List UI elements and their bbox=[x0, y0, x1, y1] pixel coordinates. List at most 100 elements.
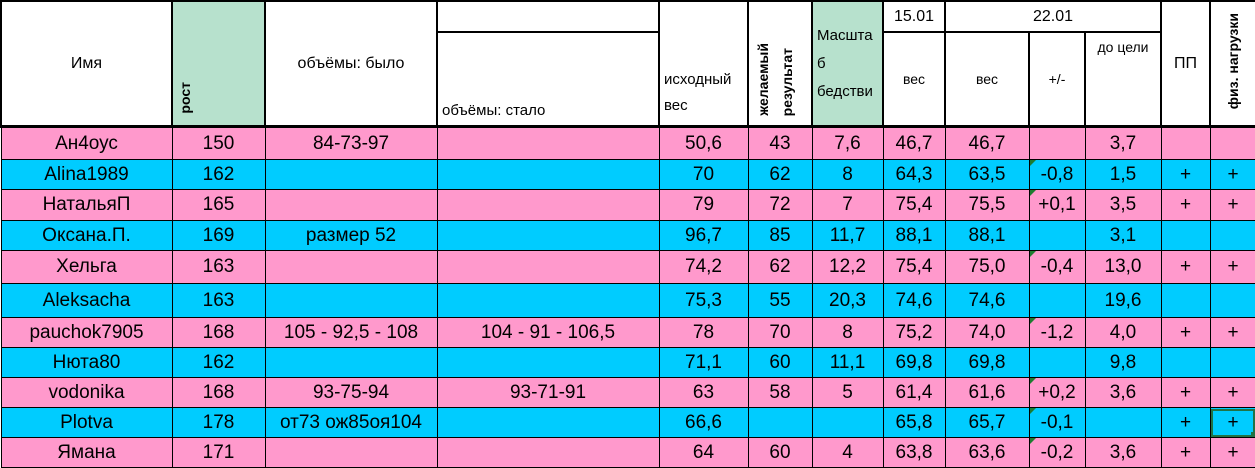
cell-ex[interactable]: + bbox=[1209, 317, 1255, 348]
cell-ex[interactable] bbox=[1209, 220, 1255, 251]
cell-goal[interactable]: 3,5 bbox=[1084, 189, 1162, 221]
header-desired-result[interactable]: желаемый результат bbox=[747, 0, 813, 128]
cell-name[interactable]: Ан4оус bbox=[0, 126, 173, 160]
cell-before[interactable] bbox=[264, 283, 438, 318]
cell-w1[interactable]: 69,8 bbox=[882, 347, 946, 378]
cell-scale[interactable]: 5 bbox=[811, 377, 884, 408]
header-initial-weight[interactable]: исходный вес bbox=[658, 0, 749, 128]
header-to-goal[interactable]: до цели bbox=[1084, 31, 1162, 128]
cell-w1[interactable]: 61,4 bbox=[882, 377, 946, 408]
cell-w2[interactable]: 75,5 bbox=[944, 189, 1030, 221]
cell-after[interactable] bbox=[436, 189, 660, 221]
cell-ex[interactable]: + bbox=[1209, 159, 1255, 190]
header-weight-2[interactable]: вес bbox=[944, 31, 1030, 128]
cell-diff[interactable]: -0,1 bbox=[1028, 407, 1086, 438]
cell-pp[interactable]: + bbox=[1160, 189, 1211, 221]
cell-height[interactable]: 165 bbox=[171, 189, 266, 221]
cell-goal[interactable]: 1,5 bbox=[1084, 159, 1162, 190]
cell-name[interactable]: Оксана.П. bbox=[0, 220, 173, 251]
cell-before[interactable] bbox=[264, 437, 438, 468]
cell-pp[interactable]: + bbox=[1160, 407, 1211, 438]
cell-goal[interactable]: 3,1 bbox=[1084, 220, 1162, 251]
cell-diff[interactable]: -1,2 bbox=[1028, 317, 1086, 348]
cell-diff[interactable]: -0,2 bbox=[1028, 437, 1086, 468]
header-empty-cell[interactable] bbox=[436, 0, 660, 33]
cell-pp[interactable] bbox=[1160, 220, 1211, 251]
cell-pp[interactable]: + bbox=[1160, 159, 1211, 190]
cell-w1[interactable]: 74,6 bbox=[882, 283, 946, 318]
cell-desired[interactable] bbox=[747, 407, 813, 438]
cell-scale[interactable] bbox=[811, 407, 884, 438]
header-scale[interactable]: Масшта б бедстви bbox=[811, 0, 884, 128]
cell-height[interactable]: 162 bbox=[171, 347, 266, 378]
header-volumes-after[interactable]: объёмы: стало bbox=[436, 31, 660, 128]
cell-scale[interactable]: 8 bbox=[811, 317, 884, 348]
cell-pp[interactable]: + bbox=[1160, 250, 1211, 284]
cell-diff[interactable] bbox=[1028, 347, 1086, 378]
cell-ex[interactable] bbox=[1209, 126, 1255, 160]
header-diff[interactable]: +/- bbox=[1028, 31, 1086, 128]
cell-w1[interactable]: 64,3 bbox=[882, 159, 946, 190]
cell-initial[interactable]: 96,7 bbox=[658, 220, 749, 251]
cell-before[interactable] bbox=[264, 250, 438, 284]
cell-w2[interactable]: 74,6 bbox=[944, 283, 1030, 318]
cell-height[interactable]: 168 bbox=[171, 377, 266, 408]
cell-w1[interactable]: 75,4 bbox=[882, 189, 946, 221]
cell-w1[interactable]: 75,2 bbox=[882, 317, 946, 348]
cell-desired[interactable]: 72 bbox=[747, 189, 813, 221]
header-pp[interactable]: ПП bbox=[1160, 0, 1211, 128]
cell-ex[interactable]: + bbox=[1209, 377, 1255, 408]
cell-initial[interactable]: 70 bbox=[658, 159, 749, 190]
cell-w2[interactable]: 61,6 bbox=[944, 377, 1030, 408]
cell-pp[interactable] bbox=[1160, 126, 1211, 160]
header-name[interactable]: Имя bbox=[0, 0, 173, 128]
cell-ex[interactable] bbox=[1209, 347, 1255, 378]
cell-name[interactable]: НатальяП bbox=[0, 189, 173, 221]
cell-before[interactable] bbox=[264, 347, 438, 378]
cell-diff[interactable]: -0,8 bbox=[1028, 159, 1086, 190]
cell-initial[interactable]: 71,1 bbox=[658, 347, 749, 378]
cell-after[interactable] bbox=[436, 407, 660, 438]
cell-initial[interactable]: 63 bbox=[658, 377, 749, 408]
cell-height[interactable]: 178 bbox=[171, 407, 266, 438]
cell-scale[interactable]: 11,1 bbox=[811, 347, 884, 378]
cell-diff[interactable]: -0,4 bbox=[1028, 250, 1086, 284]
cell-name[interactable]: pauchok7905 bbox=[0, 317, 173, 348]
cell-w2[interactable]: 63,6 bbox=[944, 437, 1030, 468]
cell-goal[interactable]: 3,7 bbox=[1084, 126, 1162, 160]
cell-after[interactable] bbox=[436, 220, 660, 251]
cell-after[interactable]: 93-71-91 bbox=[436, 377, 660, 408]
cell-pp[interactable]: + bbox=[1160, 317, 1211, 348]
cell-w1[interactable]: 75,4 bbox=[882, 250, 946, 284]
cell-after[interactable] bbox=[436, 159, 660, 190]
cell-height[interactable]: 171 bbox=[171, 437, 266, 468]
cell-goal[interactable]: 13,0 bbox=[1084, 250, 1162, 284]
header-date-2[interactable]: 22.01 bbox=[944, 0, 1162, 33]
cell-name[interactable]: Нюта80 bbox=[0, 347, 173, 378]
cell-ex[interactable]: + bbox=[1209, 437, 1255, 468]
cell-scale[interactable]: 20,3 bbox=[811, 283, 884, 318]
cell-before[interactable]: от73 ож85оя104 bbox=[264, 407, 438, 438]
cell-name[interactable]: vodonika bbox=[0, 377, 173, 408]
cell-after[interactable] bbox=[436, 250, 660, 284]
cell-pp[interactable]: + bbox=[1160, 377, 1211, 408]
cell-goal[interactable]: 4,0 bbox=[1084, 317, 1162, 348]
cell-desired[interactable]: 62 bbox=[747, 250, 813, 284]
cell-initial[interactable]: 79 bbox=[658, 189, 749, 221]
cell-ex[interactable] bbox=[1209, 283, 1255, 318]
header-volumes-before[interactable]: объёмы: было bbox=[264, 0, 438, 128]
cell-initial[interactable]: 64 bbox=[658, 437, 749, 468]
cell-initial[interactable]: 66,6 bbox=[658, 407, 749, 438]
cell-scale[interactable]: 4 bbox=[811, 437, 884, 468]
cell-scale[interactable]: 7 bbox=[811, 189, 884, 221]
cell-initial[interactable]: 74,2 bbox=[658, 250, 749, 284]
header-exercise[interactable]: физ. нагрузки bbox=[1209, 0, 1255, 128]
cell-desired[interactable]: 70 bbox=[747, 317, 813, 348]
cell-scale[interactable]: 11,7 bbox=[811, 220, 884, 251]
cell-w2[interactable]: 75,0 bbox=[944, 250, 1030, 284]
cell-name[interactable]: Хельга bbox=[0, 250, 173, 284]
cell-w2[interactable]: 63,5 bbox=[944, 159, 1030, 190]
cell-desired[interactable]: 85 bbox=[747, 220, 813, 251]
cell-diff[interactable] bbox=[1028, 283, 1086, 318]
cell-name[interactable]: Alina1989 bbox=[0, 159, 173, 190]
